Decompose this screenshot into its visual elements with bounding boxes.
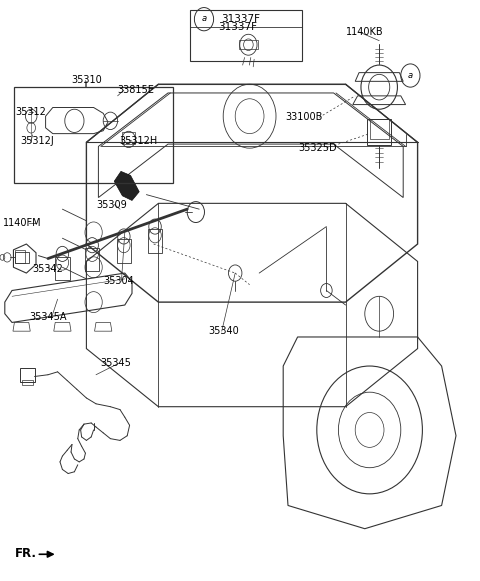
Text: 35304: 35304: [103, 276, 134, 286]
Polygon shape: [114, 171, 139, 200]
Text: 33815E: 33815E: [118, 85, 155, 95]
Text: 31337F: 31337F: [218, 22, 257, 33]
Text: 35340: 35340: [209, 326, 240, 336]
Bar: [190, 10, 302, 61]
Bar: [22, 380, 33, 385]
Bar: [122, 132, 135, 144]
Text: FR.: FR.: [14, 547, 36, 560]
Text: 35310: 35310: [71, 75, 102, 85]
Text: a: a: [202, 14, 206, 23]
Bar: [20, 368, 35, 382]
Bar: [148, 229, 162, 253]
Bar: [239, 40, 258, 49]
Bar: [117, 239, 131, 263]
Text: 31337F: 31337F: [221, 14, 260, 24]
Text: a: a: [408, 71, 413, 80]
Text: 1140KB: 1140KB: [346, 27, 383, 37]
Text: 33100B: 33100B: [285, 112, 323, 123]
Text: 1140FM: 1140FM: [3, 217, 41, 228]
Text: 35309: 35309: [96, 199, 127, 210]
Bar: [15, 250, 25, 263]
Text: 35325D: 35325D: [299, 143, 337, 153]
Text: 35312H: 35312H: [119, 136, 157, 146]
Bar: [14, 87, 173, 183]
Text: 35345: 35345: [101, 358, 132, 368]
Bar: [370, 119, 389, 139]
Text: 35312J: 35312J: [20, 136, 54, 146]
Text: 35345A: 35345A: [30, 311, 67, 322]
Text: 35342: 35342: [33, 264, 63, 274]
Bar: [85, 248, 99, 271]
Bar: [15, 252, 29, 263]
Bar: [55, 257, 70, 280]
Text: 35312: 35312: [15, 106, 46, 117]
Bar: [367, 119, 391, 145]
